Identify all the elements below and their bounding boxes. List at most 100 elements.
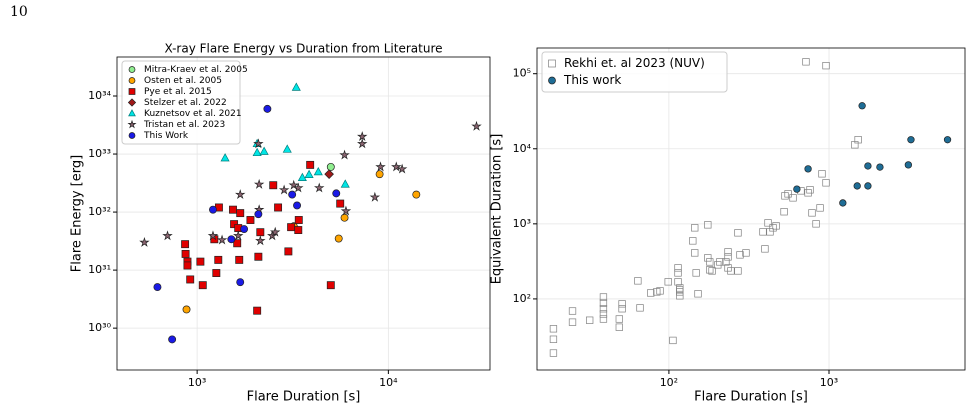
point [229,205,237,214]
point [227,235,236,244]
x-axis-label: Flare Duration [s] [694,390,808,405]
point [716,258,724,266]
point [291,82,301,91]
point [198,281,207,290]
legend-box [121,60,241,145]
point [647,289,655,297]
point [278,184,290,195]
point [233,239,242,248]
point [332,189,341,198]
x-tick-label: 10⁴ [379,376,398,389]
y-tick-label: 10³¹ [88,263,111,276]
point [287,223,296,232]
point [253,178,265,189]
point [876,163,884,171]
point [186,275,195,284]
point [254,210,263,219]
point [340,213,349,222]
point [220,153,230,162]
legend-label: Mitra-Kraev et al. 2005 [144,65,248,75]
point [839,199,847,207]
point [724,248,732,256]
point [568,307,577,315]
point [691,224,699,232]
point [784,190,792,198]
point [692,269,700,277]
point [759,228,767,236]
point [314,182,325,193]
point [818,170,826,178]
point [664,278,672,286]
point [235,189,246,200]
point [615,315,623,323]
legend-marker [128,88,136,95]
point [326,162,335,171]
point [907,136,915,144]
chart-title: X-ray Flare Energy vs Duration from Lite… [164,42,442,56]
point [568,318,577,326]
point [306,160,315,169]
y-axis-label: Equivalent Duration [s] [490,134,505,285]
point [313,166,323,176]
plot-frame [116,56,491,371]
point [599,293,608,301]
point [816,204,824,212]
point [676,288,684,296]
legend-label: This work [563,73,621,87]
point [235,255,244,264]
legend-label: Osten et al. 2005 [144,76,222,86]
point [357,131,368,142]
x-tick-label: 10³ [188,376,206,389]
point [269,226,281,237]
plot-frame [536,47,966,371]
point [230,220,239,229]
point [761,245,769,253]
point [704,254,712,262]
point [704,221,712,229]
point [209,205,217,214]
point [742,249,750,257]
point [599,315,608,323]
point [722,258,730,266]
point [618,300,626,308]
point [854,136,862,144]
point [780,208,788,216]
legend-label: Tristan et al. 2023 [143,120,225,130]
point [216,234,228,245]
point [168,335,177,344]
legend-label: Kuznetsov et al. 2021 [144,109,242,119]
point [212,269,221,277]
point [691,249,699,257]
legend-marker [548,59,556,68]
point [808,209,816,217]
legend-marker [127,98,137,107]
point [334,234,343,243]
point [669,336,677,345]
point [549,335,558,343]
point [396,163,408,174]
point [207,230,219,241]
point [549,349,558,357]
point [375,161,386,172]
point [618,305,626,313]
point [255,235,266,246]
point [240,225,249,233]
point [294,216,303,224]
point [736,251,744,259]
point [804,165,812,173]
point [599,299,608,307]
y-axis-label: Flare Energy [erg] [70,155,85,272]
y-tick-label: 10³ [513,217,531,230]
point [676,286,684,294]
point [233,230,244,241]
point [267,230,278,241]
point [904,161,912,169]
legend-marker [128,132,136,139]
point [269,181,278,190]
y-tick-label: 10³⁰ [88,321,111,334]
y-tick-label: 10³³ [88,147,111,160]
point [288,179,299,190]
point [772,222,780,230]
point [471,120,482,131]
point [656,287,664,295]
